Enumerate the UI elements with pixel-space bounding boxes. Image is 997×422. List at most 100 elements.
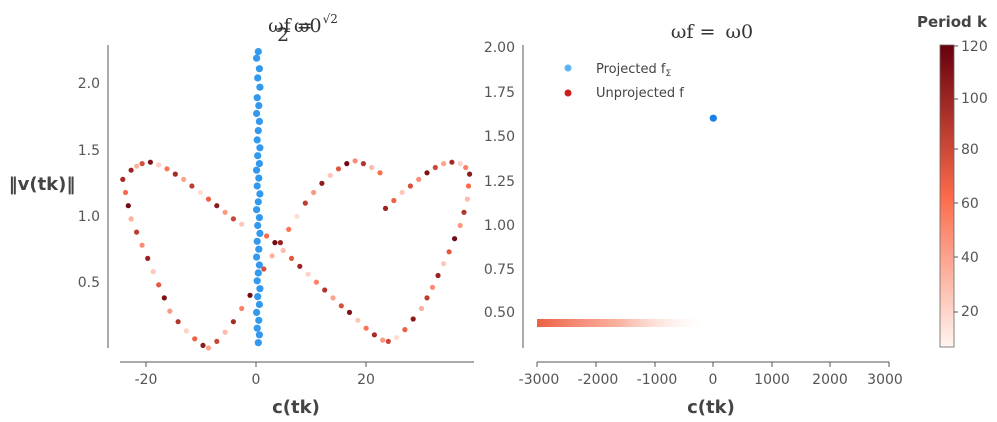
unprojected-point <box>407 183 413 189</box>
unprojected-point <box>172 171 178 177</box>
right-projected-points <box>709 114 717 122</box>
projected-point <box>255 261 263 269</box>
projected-point <box>255 331 263 339</box>
unprojected-point <box>424 170 430 176</box>
unprojected-point <box>391 197 397 204</box>
unprojected-point <box>382 205 389 211</box>
colorbar-tick: 120 <box>961 39 988 55</box>
projected-point <box>253 109 261 118</box>
unprojected-point <box>457 222 463 229</box>
unprojected-point <box>399 189 405 196</box>
projected-point <box>255 160 263 168</box>
projected-point <box>254 152 262 160</box>
unprojected-point <box>429 284 436 290</box>
left-title-denominator: 2 <box>277 24 289 46</box>
left-x-tick: 0 <box>252 372 261 388</box>
unprojected-point <box>145 255 151 261</box>
unprojected-point <box>461 209 467 215</box>
unprojected-point <box>294 213 300 219</box>
projected-point <box>255 117 263 125</box>
unprojected-point <box>302 200 308 206</box>
unprojected-point <box>147 159 153 165</box>
unprojected-point <box>338 303 344 309</box>
unprojected-point <box>463 164 469 171</box>
right-x-tick: 0 <box>709 372 718 388</box>
unprojected-point <box>139 242 145 248</box>
left-chart: ωf = √2 2 ω0 2.0 1.5 1.0 0.5 -20 0 20 c(… <box>9 12 474 418</box>
unprojected-point <box>410 316 416 322</box>
colorbar-tick: 80 <box>961 142 979 158</box>
unprojected-point <box>272 240 278 246</box>
colorbar-label: Period k <box>917 13 988 31</box>
projected-point <box>253 136 261 144</box>
unprojected-point <box>380 337 386 343</box>
right-x-tick: -1000 <box>637 372 678 388</box>
unprojected-point <box>139 161 145 167</box>
unprojected-point <box>230 216 236 222</box>
left-unprojected-points <box>120 158 473 351</box>
unprojected-point <box>230 319 236 325</box>
unprojected-point <box>435 272 441 279</box>
unprojected-point <box>269 253 275 259</box>
unprojected-point <box>125 203 131 209</box>
right-unprojected-band <box>537 319 703 327</box>
unprojected-point <box>311 189 317 196</box>
right-y-tick: 2.00 <box>484 40 515 56</box>
right-chart-title: ωf = ω0 <box>671 21 753 43</box>
right-x-axis-label: c(tk) <box>687 397 735 418</box>
unprojected-point <box>330 295 336 301</box>
unprojected-point <box>134 229 140 235</box>
unprojected-point <box>247 292 253 298</box>
unprojected-point <box>181 176 187 182</box>
projected-point <box>253 324 261 332</box>
projected-point <box>255 65 263 73</box>
unprojected-point <box>360 161 366 167</box>
unprojected-point <box>277 240 283 246</box>
unprojected-point <box>239 305 245 312</box>
projected-point <box>253 308 261 316</box>
unprojected-point <box>446 249 452 255</box>
unprojected-point <box>164 166 170 172</box>
colorbar-tick: 60 <box>961 196 979 212</box>
projected-point <box>253 166 261 174</box>
projected-point <box>256 229 264 237</box>
projected-point <box>255 174 263 182</box>
unprojected-point <box>319 180 325 186</box>
colorbar-ticks: 20 40 60 80 100 120 <box>954 39 988 320</box>
unprojected-point <box>175 319 181 325</box>
left-x-tick: -20 <box>135 372 158 388</box>
unprojected-point <box>156 162 162 168</box>
left-y-ticks: 2.0 1.5 1.0 0.5 <box>78 76 100 291</box>
left-y-axis-label: ‖v(tk)‖ <box>9 174 76 195</box>
unprojected-point <box>288 255 295 261</box>
projected-point <box>256 144 264 152</box>
unprojected-point <box>205 196 212 202</box>
unprojected-point <box>369 164 375 171</box>
unprojected-point <box>385 338 391 344</box>
unprojected-point <box>156 282 162 288</box>
left-y-tick: 0.5 <box>78 275 100 291</box>
right-y-tick: 0.50 <box>484 305 515 321</box>
projected-point <box>254 269 262 277</box>
unprojected-point <box>214 203 220 209</box>
unprojected-point <box>128 167 134 173</box>
projected-point <box>253 237 261 245</box>
colorbar: Period k 20 40 60 80 100 120 <box>917 13 988 348</box>
unprojected-point <box>352 158 358 164</box>
projected-point <box>254 74 262 82</box>
left-projected-points <box>253 48 264 347</box>
legend-label-projected: Projected fΣ <box>596 62 671 79</box>
unprojected-point <box>418 305 425 312</box>
unprojected-point <box>222 329 228 335</box>
unprojected-point <box>441 161 447 167</box>
unprojected-point <box>465 183 472 189</box>
left-y-tick: 1.5 <box>78 143 100 159</box>
unprojected-point <box>449 159 455 165</box>
unprojected-point <box>205 345 212 351</box>
right-x-tick: -3000 <box>519 372 560 388</box>
unprojected-point <box>305 271 311 277</box>
left-y-tick: 2.0 <box>78 76 100 92</box>
colorbar-tick: 100 <box>961 91 988 107</box>
unprojected-point <box>280 247 286 254</box>
right-y-tick: 1.00 <box>484 218 515 234</box>
